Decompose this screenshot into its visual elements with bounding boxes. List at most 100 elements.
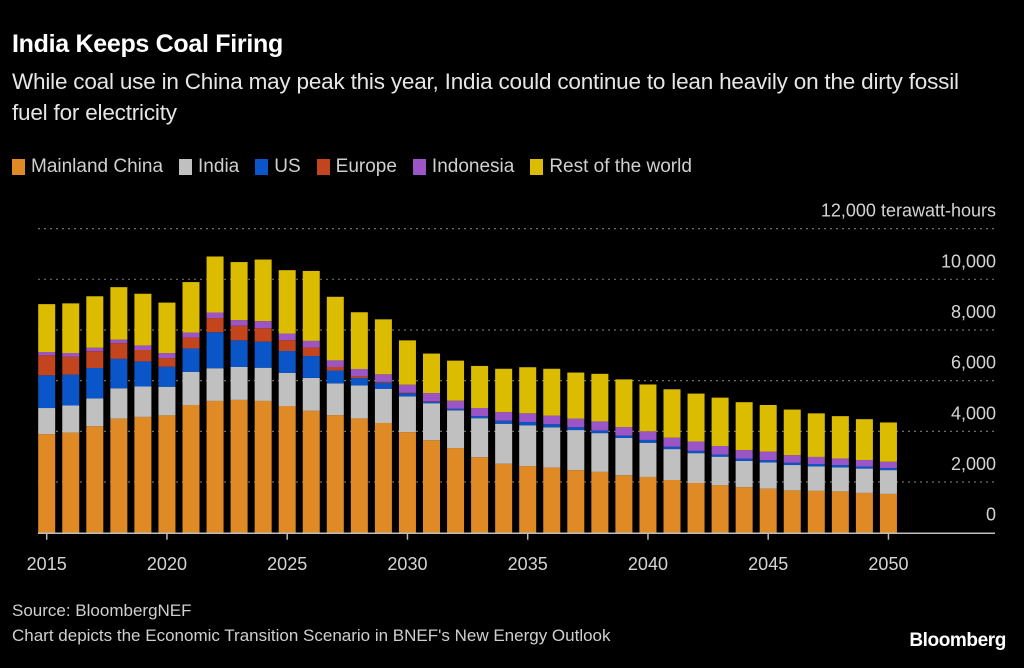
bar-segment-indonesia	[855, 459, 873, 467]
bar-segment-mainland-china	[230, 399, 248, 533]
bar-segment-europe	[350, 376, 368, 379]
bar-segment-mainland-china	[134, 416, 152, 533]
legend-swatch	[316, 159, 330, 175]
bar-segment-mainland-china	[254, 400, 272, 533]
bar-stack	[374, 319, 392, 533]
bar-segment-india	[471, 418, 489, 458]
bar-segment-indonesia	[687, 441, 705, 451]
bar-segment-india	[495, 423, 513, 464]
bloomberg-logo: Bloomberg	[909, 630, 1006, 651]
bar-segment-india	[447, 410, 465, 449]
bar-segment-rest-of-the-world	[663, 389, 681, 438]
bar-segment-rest-of-the-world	[110, 287, 128, 340]
bar-stack	[182, 282, 200, 533]
bar-segment-us	[86, 367, 104, 399]
y-tick-label: 6,000	[951, 353, 996, 373]
legend-swatch	[530, 159, 544, 175]
bar-segment-indonesia	[206, 312, 224, 319]
bar-segment-indonesia	[182, 332, 200, 338]
bar-segment-rest-of-the-world	[206, 256, 224, 313]
bar-segment-mainland-china	[302, 410, 320, 533]
bar-stack	[447, 360, 465, 533]
legend-label: Indonesia	[431, 156, 515, 177]
bar-stack	[230, 262, 248, 533]
bar-segment-mainland-china	[735, 487, 753, 533]
bar-segment-europe	[230, 325, 248, 341]
bar-segment-india	[591, 433, 609, 472]
bar-stack	[759, 404, 777, 533]
y-tick-label: 2,000	[951, 454, 996, 474]
bar-segment-indonesia	[807, 456, 825, 465]
bar-segment-mainland-china	[807, 490, 825, 533]
bar-segment-us	[134, 361, 152, 387]
bar-stack	[855, 419, 873, 533]
bar-segment-us	[302, 356, 320, 378]
bar-segment-rest-of-the-world	[158, 302, 176, 354]
bar-segment-us	[711, 454, 729, 457]
bar-segment-india	[519, 425, 537, 467]
bar-segment-europe	[38, 355, 56, 376]
bar-segment-rest-of-the-world	[254, 259, 272, 322]
bar-segment-india	[759, 462, 777, 489]
bar-segment-us	[591, 430, 609, 434]
bar-segment-rest-of-the-world	[86, 296, 104, 348]
x-tick-label: 2035	[508, 554, 548, 574]
legend-item-rest-of-world: Rest of the world	[530, 156, 692, 178]
bar-segment-europe	[278, 340, 296, 352]
bar-segment-indonesia	[543, 415, 561, 425]
bar-segment-indonesia	[423, 393, 440, 402]
bar-segment-india	[663, 449, 681, 480]
bar-segment-europe	[110, 343, 128, 359]
bar-segment-rest-of-the-world	[230, 262, 248, 321]
bar-segment-india	[879, 470, 897, 494]
bar-segment-rest-of-the-world	[615, 379, 633, 428]
legend: Mainland China India US Europe Indonesia…	[12, 156, 708, 178]
bar-segment-indonesia	[663, 437, 681, 447]
bar-stack	[134, 293, 152, 533]
bar-segment-india	[182, 371, 200, 405]
bar-stack	[543, 368, 561, 533]
legend-item-us: US	[255, 156, 301, 178]
bar-stack	[495, 368, 513, 533]
footer: Source: BloombergNEF Chart depicts the E…	[12, 598, 611, 648]
bar-segment-india	[38, 408, 56, 435]
legend-swatch	[255, 159, 269, 175]
bar-segment-india	[639, 442, 657, 477]
bar-segment-mainland-china	[110, 418, 128, 533]
bar-stack	[591, 373, 609, 533]
bar-segment-indonesia	[831, 458, 849, 466]
bar-segment-rest-of-the-world	[855, 419, 873, 460]
bar-segment-rest-of-the-world	[735, 402, 753, 451]
bar-segment-indonesia	[134, 345, 152, 350]
bar-segment-indonesia	[158, 353, 176, 359]
bar-segment-mainland-china	[831, 491, 849, 533]
bar-segment-us	[38, 375, 56, 409]
bar-segment-us	[110, 358, 128, 389]
bar-segment-europe	[326, 366, 344, 371]
legend-label: Europe	[335, 156, 397, 177]
x-tick-label: 2020	[147, 554, 187, 574]
bar-segment-us	[855, 466, 873, 469]
bar-segment-rest-of-the-world	[134, 293, 152, 346]
bar-segment-us	[639, 439, 657, 443]
bar-stack	[807, 413, 825, 533]
bar-segment-mainland-china	[543, 467, 561, 533]
bar-segment-india	[326, 383, 344, 416]
bar-segment-mainland-china	[423, 440, 440, 533]
bar-segment-us	[759, 460, 777, 463]
bar-segment-mainland-china	[182, 404, 200, 533]
y-tick-label: 10,000	[941, 251, 996, 271]
bar-segment-indonesia	[711, 446, 729, 455]
bar-stack	[615, 379, 633, 533]
bar-segment-us	[62, 374, 80, 406]
bar-stack	[711, 397, 729, 533]
bar-stack	[639, 384, 657, 533]
bar-segment-europe	[206, 318, 224, 333]
bar-segment-us	[326, 370, 344, 384]
bar-segment-rest-of-the-world	[423, 353, 440, 394]
bar-segment-us	[807, 464, 825, 467]
legend-label: Mainland China	[31, 156, 164, 177]
scenario-note: Chart depicts the Economic Transition Sc…	[12, 626, 611, 645]
bar-segment-rest-of-the-world	[543, 368, 561, 416]
bar-segment-mainland-china	[687, 483, 705, 533]
